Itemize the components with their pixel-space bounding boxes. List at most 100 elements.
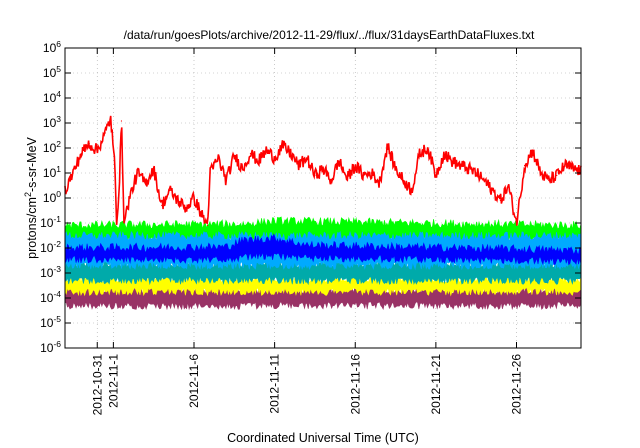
data-point bbox=[362, 174, 364, 177]
data-point bbox=[88, 143, 90, 145]
data-point bbox=[123, 222, 125, 224]
x-tick-label: 2012-11-16 bbox=[348, 354, 362, 415]
data-point bbox=[298, 164, 300, 167]
y-tick-label: 101 bbox=[43, 164, 61, 180]
data-point bbox=[241, 168, 243, 170]
data-point bbox=[322, 168, 324, 170]
x-tick-label: 2012-11-21 bbox=[429, 354, 443, 415]
data-point bbox=[282, 145, 284, 147]
data-point bbox=[499, 199, 501, 202]
data-point bbox=[338, 160, 340, 162]
y-tick-label: 10-6 bbox=[40, 339, 61, 355]
data-point bbox=[110, 117, 112, 119]
chart-title: /data/run/goesPlots/archive/2012-11-29/f… bbox=[124, 28, 535, 42]
data-point bbox=[459, 164, 461, 167]
data-point bbox=[72, 172, 74, 174]
y-tick-label: 106 bbox=[43, 39, 61, 55]
series-layer bbox=[64, 115, 582, 311]
data-point bbox=[491, 189, 493, 192]
data-point bbox=[467, 168, 469, 170]
data-point bbox=[116, 222, 118, 224]
y-tick-label: 10-5 bbox=[40, 314, 61, 330]
data-point bbox=[201, 214, 203, 217]
x-tick-label: 2012-11-6 bbox=[187, 354, 201, 408]
y-tick-label: 102 bbox=[43, 139, 61, 155]
series-line-path bbox=[64, 115, 582, 226]
data-point bbox=[378, 182, 381, 184]
data-point bbox=[128, 197, 131, 199]
y-tick-label: 103 bbox=[43, 114, 61, 130]
x-tick-label: 2012-11-1 bbox=[106, 354, 120, 408]
data-point bbox=[411, 189, 413, 192]
y-axis: 10-6 10-5 10-4 10-3 10-2 10-1 100 101 102 103 104 1… bbox=[40, 39, 581, 355]
y-tick-label: 10-3 bbox=[40, 264, 61, 280]
y-tick-label: 10-4 bbox=[40, 289, 61, 305]
y-tick-label: 105 bbox=[43, 64, 61, 80]
x-tick-label: 2012-10-31 bbox=[90, 354, 104, 416]
data-point bbox=[306, 157, 308, 159]
data-point bbox=[80, 152, 82, 155]
data-point bbox=[185, 207, 187, 209]
data-point bbox=[572, 168, 574, 170]
data-point bbox=[435, 174, 437, 177]
data-point bbox=[265, 149, 268, 152]
x-axis-label: Coordinated Universal Time (UTC) bbox=[227, 431, 419, 445]
data-point bbox=[96, 149, 98, 152]
data-point bbox=[540, 172, 542, 174]
data-point bbox=[161, 204, 163, 207]
data-point bbox=[515, 222, 518, 224]
y-axis-label-tail: -s-sr-MeV bbox=[25, 136, 39, 192]
data-point bbox=[145, 182, 147, 184]
data-point bbox=[523, 164, 526, 167]
data-point bbox=[104, 132, 106, 134]
data-point bbox=[177, 199, 179, 202]
x-tick-label: 2012-11-11 bbox=[268, 354, 282, 414]
data-point bbox=[153, 168, 155, 170]
data-point bbox=[556, 174, 558, 177]
data-point bbox=[274, 157, 276, 159]
data-point bbox=[475, 172, 477, 174]
data-point bbox=[217, 157, 219, 159]
x-axis: 2012-10-31 2012-11-1 2012-11-6 2012-11-11 20… bbox=[90, 48, 524, 416]
x-tick-label: 2012-11-26 bbox=[510, 354, 524, 415]
data-point bbox=[386, 145, 389, 147]
data-point bbox=[169, 189, 171, 192]
data-point bbox=[507, 185, 510, 187]
data-point bbox=[346, 177, 348, 180]
data-point bbox=[548, 179, 550, 182]
data-point bbox=[114, 164, 116, 167]
data-point bbox=[451, 160, 453, 162]
data-point bbox=[209, 172, 211, 174]
data-point bbox=[419, 152, 421, 155]
data-point bbox=[290, 152, 292, 155]
y-tick-label: 10-1 bbox=[40, 214, 61, 230]
data-point bbox=[257, 160, 260, 162]
data-point bbox=[354, 164, 356, 167]
y-tick-label: 100 bbox=[43, 189, 61, 205]
data-point bbox=[118, 179, 121, 182]
data-point bbox=[233, 154, 235, 157]
data-point bbox=[206, 224, 209, 227]
data-point bbox=[394, 168, 397, 170]
data-point bbox=[330, 179, 332, 182]
y-axis-label-exponent: 2 bbox=[23, 192, 33, 197]
data-point bbox=[370, 172, 372, 174]
y-axis-label: protons/cm2-s-sr-MeV bbox=[23, 136, 39, 258]
data-point bbox=[564, 164, 566, 167]
data-point bbox=[314, 174, 316, 177]
data-point bbox=[249, 152, 252, 155]
data-point bbox=[120, 120, 123, 122]
data-point bbox=[403, 179, 405, 182]
data-point bbox=[483, 179, 485, 182]
data-point bbox=[193, 197, 195, 199]
data-point bbox=[443, 152, 445, 155]
data-point bbox=[427, 147, 429, 149]
data-point bbox=[136, 172, 139, 174]
y-tick-label: 10-2 bbox=[40, 239, 61, 255]
data-point bbox=[532, 149, 534, 152]
y-tick-label: 104 bbox=[43, 89, 61, 105]
y-axis-label-base: protons/cm bbox=[25, 197, 39, 259]
data-point bbox=[225, 179, 227, 182]
series-line-6 bbox=[64, 115, 582, 227]
